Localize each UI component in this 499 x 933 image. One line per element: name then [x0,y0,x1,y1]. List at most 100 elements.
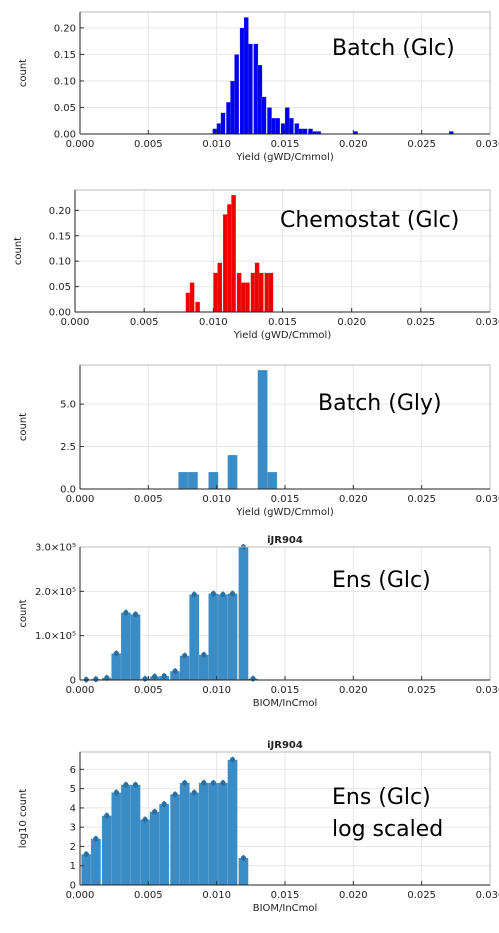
histogram-bar [159,803,170,886]
y-tick-label: 3.0×10⁵ [35,543,76,554]
histogram-bar [234,54,240,135]
x-tick-label: 0.000 [61,317,90,328]
y-axis-label: count [18,599,29,627]
axes-frame [74,189,491,313]
y-tick-labels: 0.0 2.5 5.0 [60,400,76,496]
x-tick-label: 0.020 [339,685,368,696]
y-tick-label: 2 [70,842,76,853]
histogram-bar [227,454,238,490]
histogram-bar [179,655,190,681]
histogram-bar [101,815,112,886]
histogram-bar [189,792,200,886]
histogram-bar [302,128,308,135]
annotation-line-1: Batch (Gly) [318,391,442,416]
x-tick-label: 0.000 [66,494,95,505]
x-tick-label: 0.005 [134,494,163,505]
x-tick-label: 0.010 [202,890,231,901]
x-tick-label: 0.000 [66,139,95,150]
axes-frame [79,364,491,490]
histogram-bar [169,794,181,886]
histogram-bar [244,282,250,313]
x-tick-label: 0.030 [476,317,499,328]
x-tick-label: 0.025 [407,139,436,150]
error-point [104,675,110,681]
histogram-bar [90,838,101,886]
x-tick-label: 0.030 [476,890,499,901]
x-tick-label: 0.030 [476,494,499,505]
x-tick-label: 0.020 [337,317,366,328]
histogram-bar [111,792,122,886]
x-tick-label: 0.000 [66,890,95,901]
error-markers [83,756,247,862]
histogram-bar [254,262,260,313]
error-point [123,782,129,788]
error-point [210,590,216,597]
histogram-bar [271,117,277,135]
y-tick-label: 0.20 [54,23,76,34]
histogram-bar [217,262,223,313]
histogram-bar [195,301,201,313]
x-tick-label: 0.005 [130,317,159,328]
x-tick-label: 0.020 [339,494,368,505]
y-axis-label: log10 count [18,789,29,848]
y-tick-label: 0.0 [60,485,76,496]
histogram-bar [238,546,249,681]
x-tick-label: 0.015 [268,317,297,328]
annotation-line-1: Ens (Glc) [332,568,431,593]
x-tick-label: 0.015 [271,494,300,505]
y-tick-label: 3 [70,823,76,834]
x-tick-label: 0.025 [407,890,436,901]
x-tick-label: 0.030 [476,685,499,696]
error-point [123,610,129,616]
gridlines [79,546,491,681]
x-axis-label: Yield (gWD/Cmmol) [235,152,334,163]
y-tick-label: 0.00 [54,130,76,141]
y-tick-label: 0.15 [49,231,71,242]
error-point [191,789,197,796]
error-point [132,782,139,788]
y-tick-label: 0.05 [49,282,71,293]
annotation-line-1: Ens (Glc) [332,785,431,810]
y-tick-label: 0.00 [49,308,71,319]
y-tick-labels: 0.00 0.05 0.10 0.15 0.20 [54,23,76,140]
histogram-bar [275,117,281,135]
y-tick-label: 1 [70,861,76,872]
histogram-bar [149,811,160,886]
x-tick-label: 0.010 [202,139,231,150]
x-axis-label: Yield (gWD/Cmmol) [233,330,332,341]
histogram-bar [226,101,231,135]
y-axis-label: count [18,413,29,441]
y-tick-labels: 0.00 0.05 0.10 0.15 0.20 [49,206,71,319]
x-tick-label: 0.020 [339,890,368,901]
y-tick-label: 2.5 [60,442,76,453]
error-point [201,652,207,658]
x-tick-label: 0.025 [407,685,436,696]
histogram-bar [216,123,222,135]
histogram-bar [231,194,237,313]
x-tick-label: 0.030 [476,139,499,150]
x-tick-label: 0.015 [271,139,300,150]
annotation-line-1: Chemostat (Glc) [280,208,459,233]
error-point [113,789,119,796]
histogram-bar [217,594,229,681]
y-tick-label: 0.20 [49,206,71,217]
y-tick-label: 2.0×10⁵ [35,587,76,598]
x-tick-labels: 0.000 0.005 0.010 0.015 0.020 0.025 0.030 [66,890,499,901]
histogram-bar [258,272,264,313]
histogram-bar [185,292,191,313]
error-point [83,851,89,857]
histogram-bar [257,369,268,490]
histogram-bar [227,759,238,886]
panel-title: iJR904 [267,535,303,546]
x-tick-labels: 0.000 0.005 0.010 0.015 0.020 0.025 0.030 [61,317,499,328]
error-point [201,780,207,786]
error-point [182,653,188,659]
x-tick-label: 0.010 [202,494,231,505]
histogram-bar [294,123,300,135]
error-point [161,801,167,807]
y-tick-label: 0.10 [54,76,76,87]
axes-frame [79,11,491,135]
histogram-bar [257,64,263,135]
y-tick-label: 1.0×10⁵ [35,631,76,642]
error-point [152,673,158,680]
